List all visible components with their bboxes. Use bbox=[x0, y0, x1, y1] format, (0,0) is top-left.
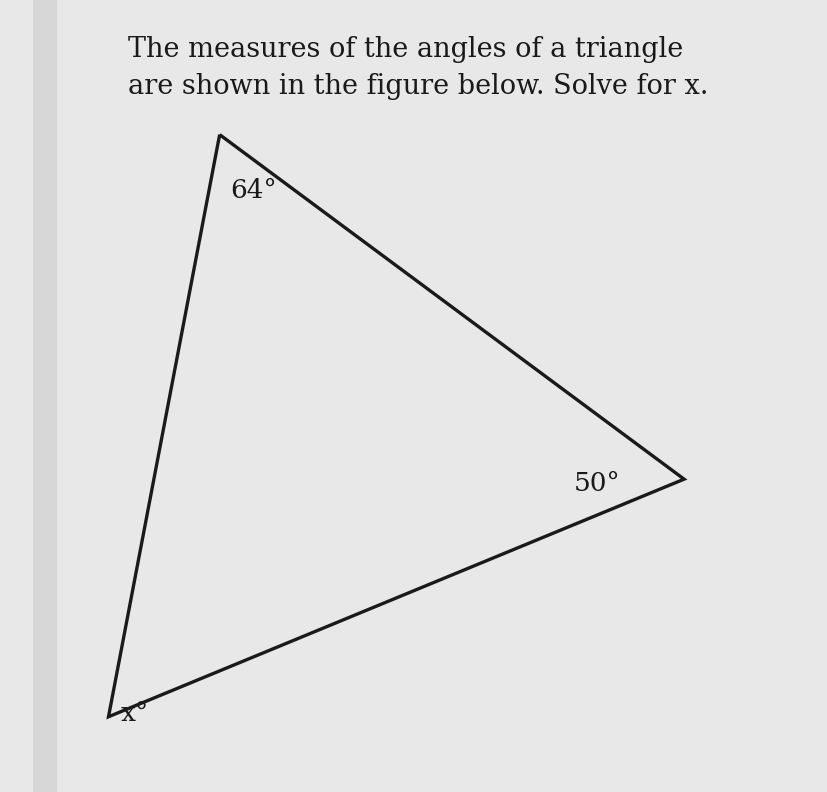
Text: x°: x° bbox=[121, 701, 149, 726]
Text: 50°: 50° bbox=[574, 471, 620, 497]
Bar bbox=[33, 0, 57, 792]
Text: The measures of the angles of a triangle
are shown in the figure below. Solve fo: The measures of the angles of a triangle… bbox=[128, 36, 709, 100]
Text: 64°: 64° bbox=[230, 178, 276, 204]
